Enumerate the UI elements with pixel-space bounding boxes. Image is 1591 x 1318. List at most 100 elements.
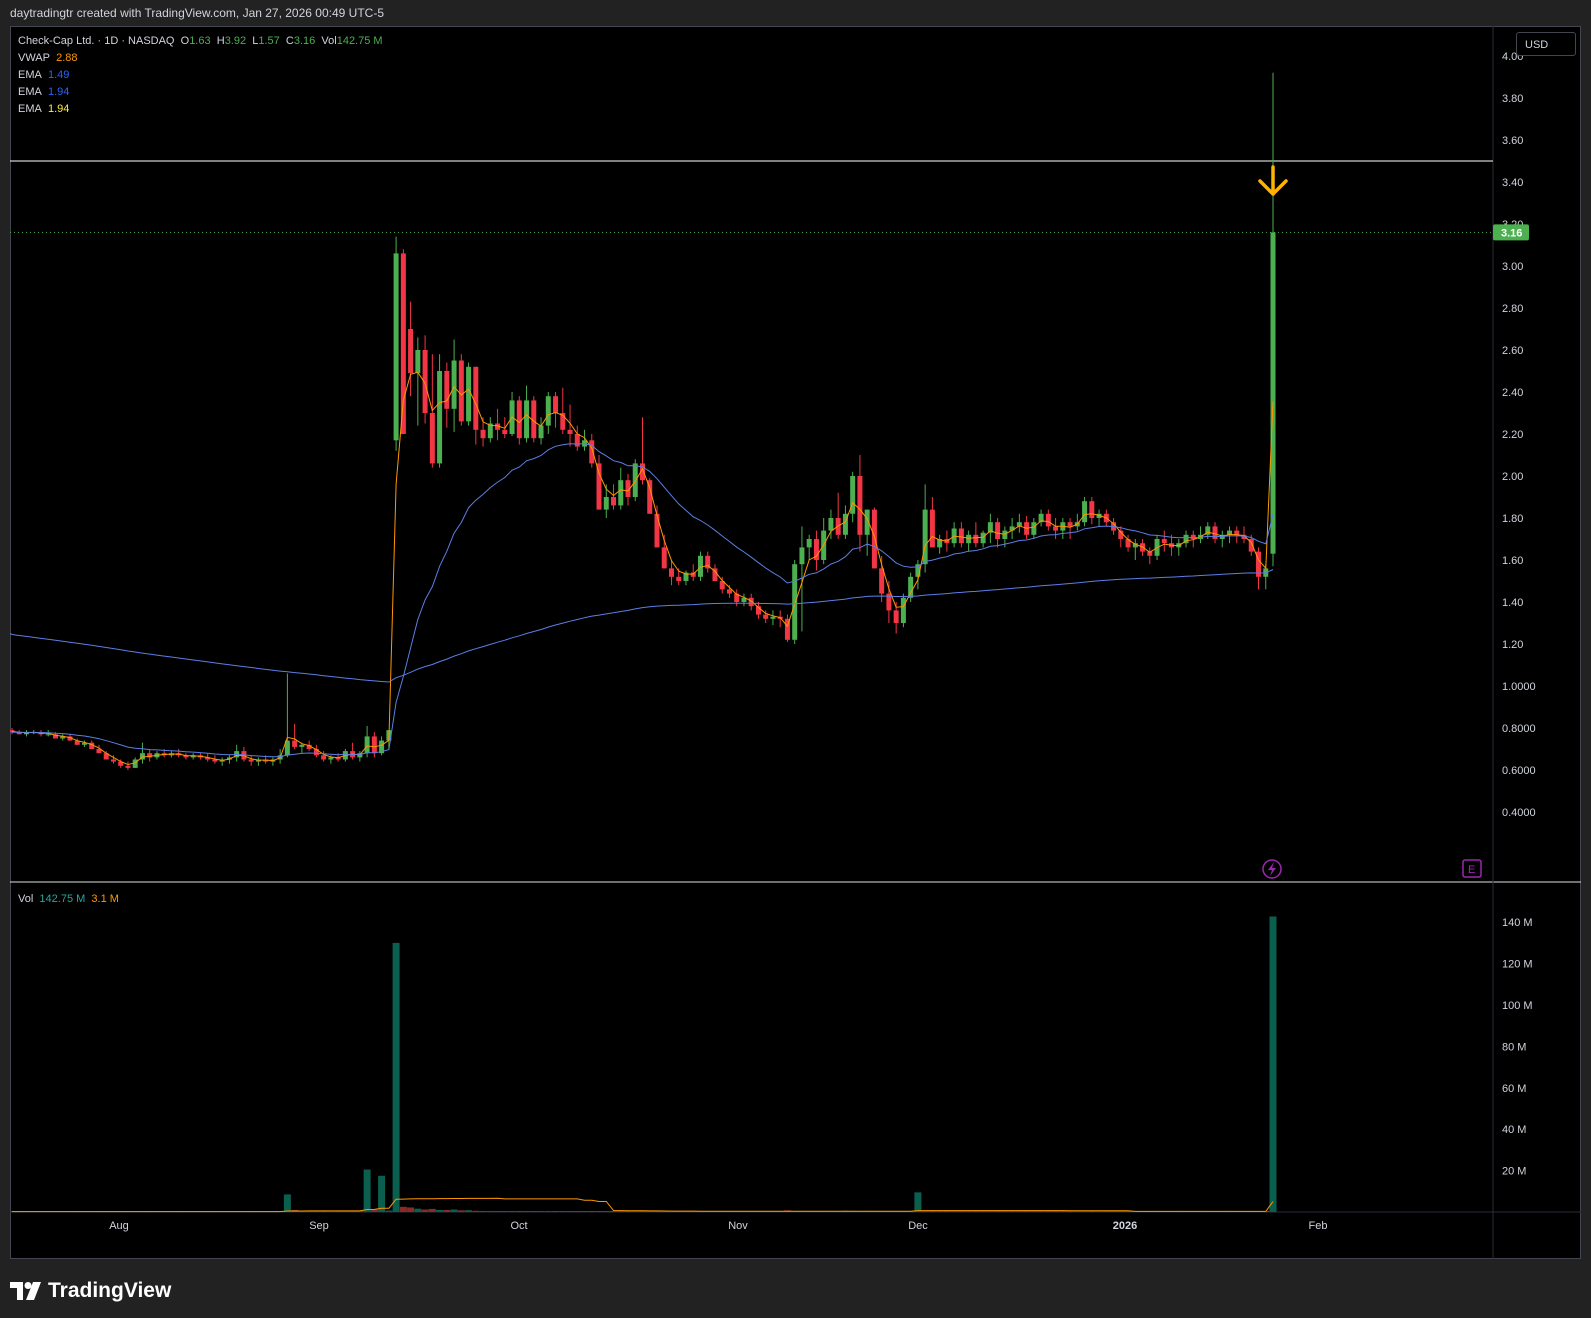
volume-bar xyxy=(1269,916,1277,1212)
candle-body xyxy=(89,742,95,749)
volume-bar xyxy=(559,1211,567,1212)
volume-legend[interactable]: Vol 142.75 M 3.1 M xyxy=(18,893,119,905)
price-tick-label: 1.20 xyxy=(1502,639,1523,651)
volume-bar xyxy=(1073,1211,1081,1212)
volume-bar xyxy=(646,1211,654,1212)
price-tick-label: 1.80 xyxy=(1502,513,1523,525)
volume-bar xyxy=(349,1211,357,1212)
indicator-name: EMA xyxy=(18,103,42,115)
candle-body xyxy=(212,759,218,762)
candle-body xyxy=(335,757,341,760)
candle-body xyxy=(574,434,580,447)
volume-bar xyxy=(472,1210,480,1212)
candle-body xyxy=(1147,551,1153,556)
candle-body xyxy=(147,753,153,758)
candle-body xyxy=(190,755,196,758)
candle-body xyxy=(748,597,754,607)
vol-label: Vol xyxy=(321,35,337,47)
candle-body xyxy=(937,539,943,548)
candle-body xyxy=(1067,522,1073,527)
time-tick-label: 2026 xyxy=(1113,1220,1137,1232)
candle-body xyxy=(45,734,51,736)
volume-bar xyxy=(1088,1211,1096,1212)
candle-body xyxy=(668,568,674,577)
price-tick-label: 0.4000 xyxy=(1502,807,1536,819)
candle-body xyxy=(734,593,740,602)
volume-bar xyxy=(515,1210,523,1212)
candle-body xyxy=(719,581,725,590)
indicator-ema-2[interactable]: EMA 1.94 xyxy=(18,86,69,98)
indicator-name: VWAP xyxy=(18,52,50,64)
candle-body xyxy=(640,463,645,481)
candle-body xyxy=(328,757,334,760)
candle-body xyxy=(712,568,718,581)
candle-body xyxy=(1016,522,1022,527)
volume-bar xyxy=(617,1211,625,1212)
candle-body xyxy=(429,413,435,464)
candle-body xyxy=(103,753,109,760)
volume-bar xyxy=(595,1211,603,1212)
candle-body xyxy=(1248,539,1254,552)
last-price-label: 3.16 xyxy=(1501,227,1522,239)
candle-body xyxy=(23,732,29,735)
candle-body xyxy=(799,547,805,565)
volume-bar xyxy=(486,1210,494,1212)
candle-body xyxy=(321,755,327,760)
volume-bar xyxy=(494,1211,502,1212)
volume-bar xyxy=(566,1211,574,1212)
price-chart[interactable]: 4.003.803.603.403.203.002.802.602.402.20… xyxy=(10,26,1581,1259)
volume-bar xyxy=(1059,1211,1067,1212)
high-label: H xyxy=(216,35,225,47)
candle-body xyxy=(357,753,363,758)
candle-body xyxy=(473,366,479,430)
volume-bar xyxy=(530,1211,538,1212)
volume-bar xyxy=(950,1211,958,1212)
candle-body xyxy=(74,740,80,745)
candle-body xyxy=(603,497,609,510)
price-tick-label: 3.60 xyxy=(1502,135,1523,147)
price-tick-label: 2.60 xyxy=(1502,345,1523,357)
candle-body xyxy=(611,497,617,506)
candle-body xyxy=(1161,539,1167,544)
low-value: 1.57 xyxy=(258,35,280,47)
arrow-down-icon[interactable] xyxy=(1258,165,1288,196)
volume-ma-line xyxy=(12,1197,1274,1213)
candle-body xyxy=(690,572,696,577)
volume-bar xyxy=(378,1175,386,1212)
candle-body xyxy=(458,360,464,422)
candle-body xyxy=(408,329,414,374)
price-tick-label: 2.20 xyxy=(1502,429,1523,441)
volume-bar xyxy=(436,1209,444,1212)
currency-button[interactable]: USD xyxy=(1516,32,1576,56)
vwap-line xyxy=(11,371,1274,766)
volume-bar xyxy=(943,1211,951,1212)
candle-body xyxy=(1256,551,1262,577)
indicator-ema-1[interactable]: EMA 1.49 xyxy=(18,69,69,81)
indicator-vwap[interactable]: VWAP 2.88 xyxy=(18,52,78,64)
indicator-ema-3[interactable]: EMA 1.94 xyxy=(18,103,69,115)
volume-bar xyxy=(334,1211,342,1212)
volume-bar xyxy=(305,1211,313,1212)
vol-value: 142.75 M xyxy=(336,35,383,47)
price-tick-label: 0.6000 xyxy=(1502,765,1536,777)
earnings-icon[interactable] xyxy=(1462,859,1482,878)
candle-body xyxy=(842,513,848,535)
volume-bar xyxy=(1008,1211,1016,1212)
open-value: 1.63 xyxy=(189,35,211,47)
candle-body xyxy=(538,425,544,439)
candle-body xyxy=(813,539,819,560)
volume-bar xyxy=(1066,1211,1074,1212)
candle-body xyxy=(1212,526,1218,539)
time-tick-label: Nov xyxy=(728,1220,748,1232)
candle-body xyxy=(110,759,116,762)
candle-body xyxy=(929,509,935,548)
lightning-icon[interactable] xyxy=(1262,859,1282,879)
volume-bar xyxy=(428,1208,436,1212)
candle-body xyxy=(118,761,124,766)
candle-body xyxy=(625,480,631,497)
volume-bar xyxy=(936,1211,944,1212)
indicator-value: 1.94 xyxy=(47,86,70,98)
time-tick-label: Dec xyxy=(908,1220,928,1232)
time-tick-label: Oct xyxy=(510,1220,527,1232)
price-tick-label: 2.80 xyxy=(1502,303,1523,315)
